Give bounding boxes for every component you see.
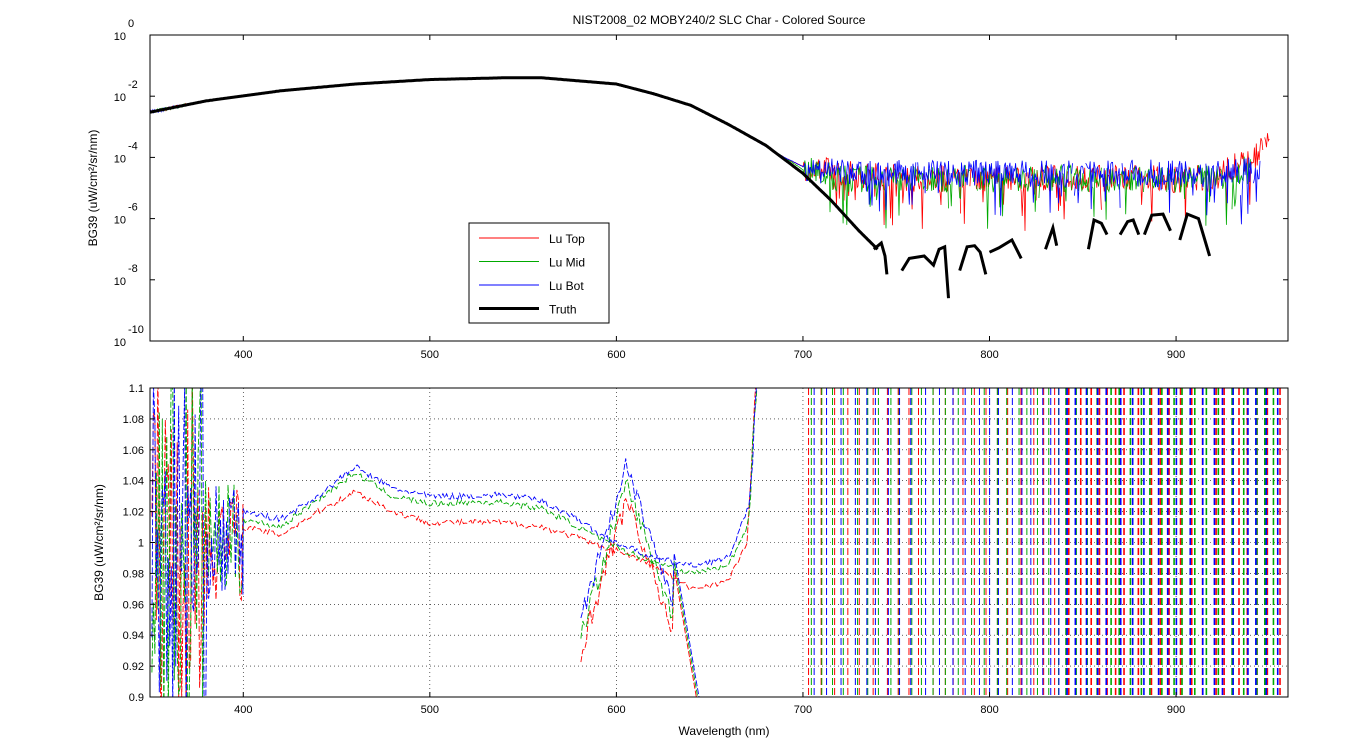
y-tick-base: 10 xyxy=(114,31,126,43)
y-tick-base: 10 xyxy=(114,276,126,288)
truth-segment xyxy=(1178,212,1212,257)
y-tick-label: 0.96 xyxy=(123,599,144,611)
x-tick-label: 900 xyxy=(1167,704,1185,716)
y-tick-exponent: -4 xyxy=(128,140,138,152)
y-tick-label: 1.04 xyxy=(123,476,144,488)
y-axis-label: BG39 (uW/cm²/sr/nm) xyxy=(92,484,106,601)
legend-label: Lu Top xyxy=(549,232,585,246)
y-tick-label: 1.1 xyxy=(129,383,144,395)
series-group xyxy=(150,76,1270,299)
x-tick-label: 800 xyxy=(980,704,998,716)
y-tick-exponent: -8 xyxy=(128,263,138,275)
truth-segment xyxy=(1118,218,1141,236)
x-tick-label: 900 xyxy=(1167,349,1185,361)
x-tick-label: 700 xyxy=(794,349,812,361)
series-branch xyxy=(580,458,700,697)
x-tick-label: 400 xyxy=(234,704,252,716)
series-branch xyxy=(580,479,699,697)
truth-segment xyxy=(1142,212,1172,236)
x-tick-label: 500 xyxy=(421,349,439,361)
vertical-spike-group xyxy=(808,388,1281,697)
vertical-spike-group xyxy=(813,388,1279,697)
y-tick-exponent: -10 xyxy=(128,324,144,336)
y-axis-label: BG39 (uW/cm²/sr/nm) xyxy=(86,130,100,247)
series-line-lu-bot xyxy=(151,388,757,697)
x-tick-label: 500 xyxy=(421,704,439,716)
legend-box xyxy=(468,222,610,324)
y-tick-base: 10 xyxy=(114,337,126,349)
legend: Lu Top Lu Mid Lu Bot Truth xyxy=(468,222,610,324)
y-tick-label: 0.98 xyxy=(123,568,144,580)
y-tick-label: 0.92 xyxy=(123,661,144,673)
truth-segment xyxy=(900,244,950,299)
y-tick-label: 1 xyxy=(138,538,144,550)
truth-segment xyxy=(1086,217,1109,250)
y-tick-label: 1.06 xyxy=(123,445,144,457)
x-tick-label: 600 xyxy=(607,704,625,716)
y-tick-label: 1.02 xyxy=(123,507,144,519)
y-tick-label: 0.9 xyxy=(129,692,144,704)
truth-segment xyxy=(1044,222,1059,250)
truth-segment xyxy=(958,244,988,275)
x-tick-label: 600 xyxy=(607,349,625,361)
top-log-plot: 400 500 600 700 800 90010010-210-410-610-810-… xyxy=(86,18,1289,361)
series-line-truth xyxy=(150,76,879,251)
bottom-ratio-plot: 400 500 600 700 800 900 0.9 0.92 0.94 0.96 0.98 1 1.… xyxy=(92,383,1289,738)
x-tick-label: 400 xyxy=(234,349,252,361)
legend-label: Truth xyxy=(549,303,577,317)
y-tick-base: 10 xyxy=(114,215,126,227)
x-tick-label: 800 xyxy=(980,349,998,361)
truth-segment xyxy=(872,240,889,275)
legend-label: Lu Mid xyxy=(549,256,585,270)
plot-frame xyxy=(149,34,1289,342)
x-axis-label: Wavelength (nm) xyxy=(679,724,770,738)
y-tick-base: 10 xyxy=(114,92,126,104)
x-tick-label: 700 xyxy=(794,704,812,716)
y-tick-exponent: -6 xyxy=(128,202,138,214)
truth-segment xyxy=(988,237,1023,260)
y-tick-label: 1.08 xyxy=(123,414,144,426)
y-tick-base: 10 xyxy=(114,153,126,165)
series-branch xyxy=(580,497,697,697)
y-tick-label: 0.94 xyxy=(123,630,144,642)
figure-title: NIST2008_02 MOBY240/2 SLC Char - Colored… xyxy=(573,13,866,27)
series-line-lu-mid xyxy=(151,388,758,697)
legend-label: Lu Bot xyxy=(549,279,584,293)
y-tick-exponent: -2 xyxy=(128,79,138,91)
y-tick-exponent: 0 xyxy=(128,18,134,30)
plot-area xyxy=(150,35,1288,341)
series-group xyxy=(151,388,1281,697)
